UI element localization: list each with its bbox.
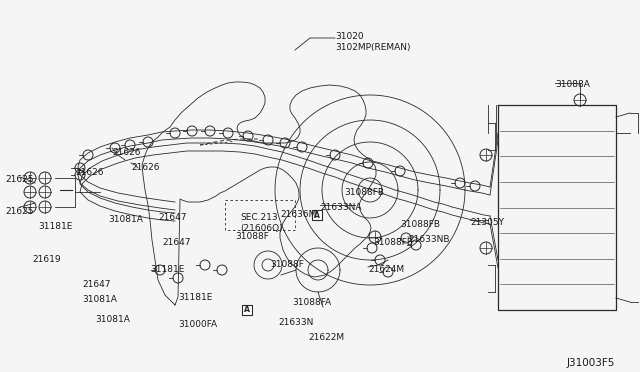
Text: A: A (314, 211, 320, 219)
Text: 21647: 21647 (162, 238, 191, 247)
Text: 21622M: 21622M (308, 333, 344, 342)
Text: 31088FB: 31088FB (344, 188, 384, 197)
Text: J31003F5: J31003F5 (567, 358, 616, 368)
Text: 31088FA: 31088FA (292, 298, 331, 307)
Text: 21633NA: 21633NA (320, 203, 362, 212)
Text: A: A (244, 305, 250, 314)
Text: 21636M: 21636M (280, 210, 316, 219)
Text: 21626: 21626 (112, 148, 141, 157)
Text: 31081A: 31081A (108, 215, 143, 224)
Text: 31000FA: 31000FA (178, 320, 217, 329)
Bar (242, 305, 252, 315)
Text: 21619: 21619 (32, 255, 61, 264)
Text: 21647: 21647 (82, 280, 111, 289)
Text: 21625: 21625 (5, 175, 33, 184)
Text: 31181E: 31181E (178, 293, 212, 302)
Text: 31088FB: 31088FB (373, 238, 413, 247)
Text: 31020: 31020 (335, 32, 364, 41)
Bar (312, 210, 322, 220)
Text: 31081A: 31081A (82, 295, 117, 304)
Text: 31181E: 31181E (38, 222, 72, 231)
Text: SEC.213: SEC.213 (240, 213, 278, 222)
Text: 31181E: 31181E (150, 265, 184, 274)
Text: 31088F: 31088F (235, 232, 269, 241)
Text: 31088A: 31088A (555, 80, 590, 89)
Text: 21626: 21626 (131, 163, 159, 172)
Text: 21626: 21626 (75, 168, 104, 177)
Text: 21633NB: 21633NB (408, 235, 449, 244)
Text: 21647: 21647 (158, 213, 186, 222)
Text: 21305Y: 21305Y (470, 218, 504, 227)
Text: (21606Q): (21606Q) (240, 224, 283, 233)
Text: 21633N: 21633N (278, 318, 314, 327)
Text: 21624M: 21624M (368, 265, 404, 274)
Text: 21625: 21625 (5, 207, 33, 216)
Text: 31088F: 31088F (270, 260, 304, 269)
Text: 3102MP(REMAN): 3102MP(REMAN) (335, 43, 410, 52)
Text: 31081A: 31081A (95, 315, 130, 324)
Text: 31088FB: 31088FB (400, 220, 440, 229)
